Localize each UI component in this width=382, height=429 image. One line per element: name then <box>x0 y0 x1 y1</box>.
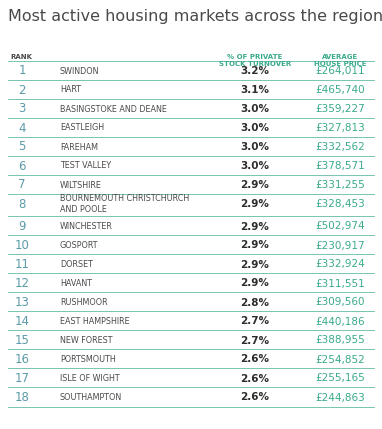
Text: 18: 18 <box>15 391 29 404</box>
Text: 2.9%: 2.9% <box>241 180 269 190</box>
Text: £254,852: £254,852 <box>315 354 365 365</box>
Text: 13: 13 <box>15 296 29 309</box>
Text: 5: 5 <box>18 141 26 154</box>
Text: £311,551: £311,551 <box>315 278 365 288</box>
Text: HAVANT: HAVANT <box>60 279 92 288</box>
Text: 2.9%: 2.9% <box>241 278 269 288</box>
Text: 3: 3 <box>18 103 26 115</box>
Text: 17: 17 <box>15 372 29 385</box>
Text: GOSPORT: GOSPORT <box>60 241 99 250</box>
Text: 7: 7 <box>18 178 26 191</box>
Text: 2.9%: 2.9% <box>241 221 269 232</box>
Text: £332,924: £332,924 <box>315 260 365 269</box>
Text: 4: 4 <box>18 121 26 135</box>
Text: £244,863: £244,863 <box>315 393 365 402</box>
Text: £327,813: £327,813 <box>315 123 365 133</box>
Text: 8: 8 <box>18 197 26 211</box>
Text: EAST HAMPSHIRE: EAST HAMPSHIRE <box>60 317 129 326</box>
Text: 2.8%: 2.8% <box>241 297 269 308</box>
Text: £264,011: £264,011 <box>315 66 365 76</box>
Text: TEST VALLEY: TEST VALLEY <box>60 161 111 170</box>
Text: £331,255: £331,255 <box>315 180 365 190</box>
Text: £332,562: £332,562 <box>315 142 365 152</box>
Text: 3.2%: 3.2% <box>241 66 269 76</box>
Text: WILTSHIRE: WILTSHIRE <box>60 181 102 190</box>
Text: 2.9%: 2.9% <box>241 199 269 209</box>
Text: ISLE OF WIGHT: ISLE OF WIGHT <box>60 374 120 383</box>
Text: 9: 9 <box>18 220 26 233</box>
Text: 1: 1 <box>18 64 26 78</box>
Text: 2.9%: 2.9% <box>241 260 269 269</box>
Text: SOUTHAMPTON: SOUTHAMPTON <box>60 393 122 402</box>
Text: £230,917: £230,917 <box>315 241 365 251</box>
Text: % OF PRIVATE
STOCK TURNOVER: % OF PRIVATE STOCK TURNOVER <box>219 54 291 67</box>
Text: 3.0%: 3.0% <box>241 104 269 114</box>
Text: 2.9%: 2.9% <box>241 241 269 251</box>
Text: £378,571: £378,571 <box>315 161 365 171</box>
Text: FAREHAM: FAREHAM <box>60 142 98 151</box>
Text: 6: 6 <box>18 160 26 172</box>
Text: DORSET: DORSET <box>60 260 93 269</box>
Text: 2.6%: 2.6% <box>241 393 269 402</box>
Text: £465,740: £465,740 <box>315 85 365 95</box>
Text: RUSHMOOR: RUSHMOOR <box>60 298 108 307</box>
Text: RANK: RANK <box>10 54 32 60</box>
Text: 15: 15 <box>15 334 29 347</box>
Text: 3.0%: 3.0% <box>241 161 269 171</box>
Text: 2: 2 <box>18 84 26 97</box>
Text: £328,453: £328,453 <box>315 199 365 209</box>
Text: BOURNEMOUTH CHRISTCHURCH
AND POOLE: BOURNEMOUTH CHRISTCHURCH AND POOLE <box>60 194 189 214</box>
Text: 3.0%: 3.0% <box>241 142 269 152</box>
Text: SWINDON: SWINDON <box>60 66 99 76</box>
Text: £309,560: £309,560 <box>315 297 365 308</box>
Text: WINCHESTER: WINCHESTER <box>60 222 113 231</box>
Text: AVERAGE
HOUSE PRICE: AVERAGE HOUSE PRICE <box>314 54 366 67</box>
Text: 12: 12 <box>15 277 29 290</box>
Text: £388,955: £388,955 <box>315 335 365 345</box>
Text: PORTSMOUTH: PORTSMOUTH <box>60 355 116 364</box>
Text: 10: 10 <box>15 239 29 252</box>
Text: £440,186: £440,186 <box>315 317 365 326</box>
Text: 2.7%: 2.7% <box>240 317 270 326</box>
Text: HART: HART <box>60 85 81 94</box>
Text: £502,974: £502,974 <box>315 221 365 232</box>
Text: Most active housing markets across the region: Most active housing markets across the r… <box>8 9 382 24</box>
Text: 3.1%: 3.1% <box>241 85 269 95</box>
Text: 14: 14 <box>15 315 29 328</box>
Text: BASINGSTOKE AND DEANE: BASINGSTOKE AND DEANE <box>60 105 167 114</box>
Text: EASTLEIGH: EASTLEIGH <box>60 124 104 133</box>
Text: 11: 11 <box>15 258 29 271</box>
Text: £359,227: £359,227 <box>315 104 365 114</box>
Text: 2.6%: 2.6% <box>241 374 269 384</box>
Text: NEW FOREST: NEW FOREST <box>60 336 113 345</box>
Text: 2.7%: 2.7% <box>240 335 270 345</box>
Text: 16: 16 <box>15 353 29 366</box>
Text: 3.0%: 3.0% <box>241 123 269 133</box>
Text: 2.6%: 2.6% <box>241 354 269 365</box>
Text: £255,165: £255,165 <box>315 374 365 384</box>
